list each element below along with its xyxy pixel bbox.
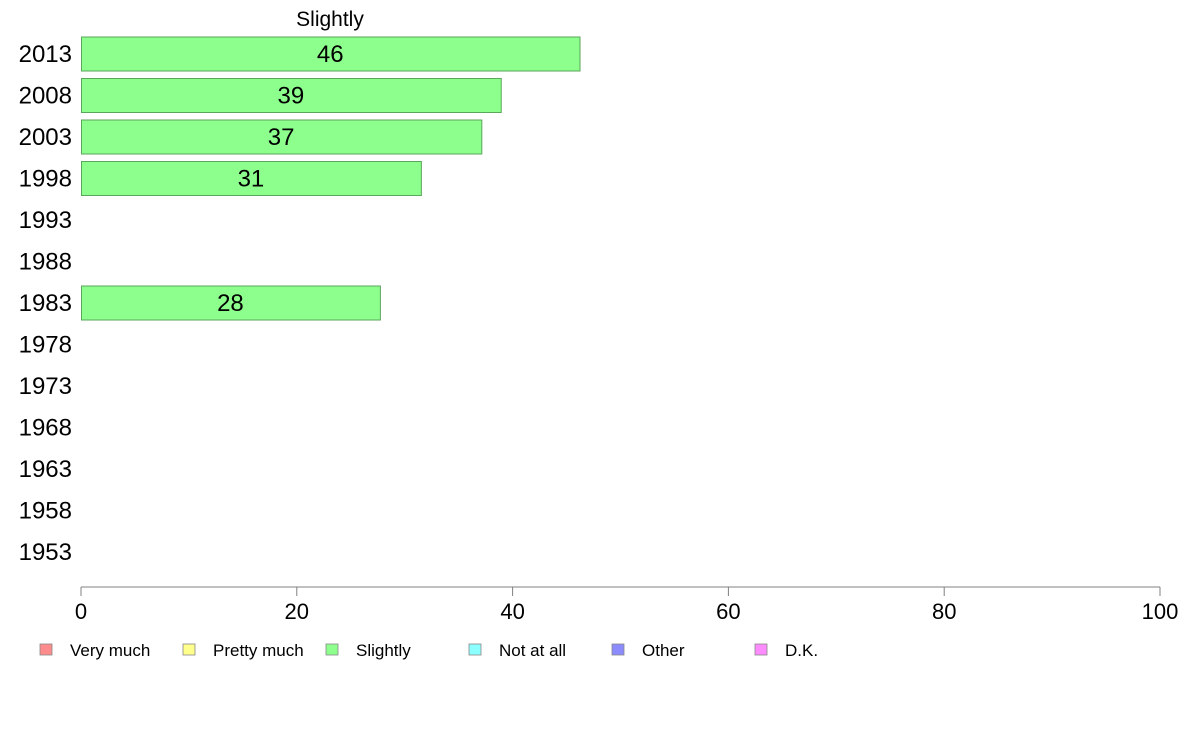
bar-2013 — [81, 36, 581, 72]
x-tick-label-40: 40 — [500, 599, 524, 624]
legend-label-0: Very much — [70, 641, 150, 660]
data-label-2008: 39 — [278, 83, 305, 110]
x-tick-label-0: 0 — [75, 599, 87, 624]
y-tick-label-2008: 2008 — [19, 83, 72, 110]
data-label-2013: 46 — [317, 41, 344, 68]
y-tick-label-1983: 1983 — [19, 290, 72, 317]
y-tick-label-1968: 1968 — [19, 415, 72, 442]
legend-label-5: D.K. — [785, 641, 818, 660]
legend-label-3: Not at all — [499, 641, 566, 660]
legend-swatch-1 — [182, 643, 196, 656]
legend-swatch-5 — [754, 643, 768, 656]
y-axis-labels: 2013 2008 2003 1998 1993 1988 1983 1978 1973 1968… — [19, 41, 72, 566]
bar-1998 — [81, 161, 422, 196]
data-label-1998: 31 — [238, 166, 265, 193]
bar-2008 — [81, 78, 502, 113]
x-axis: 0 20 40 60 80 100 — [75, 586, 1179, 624]
legend-swatch-2 — [325, 643, 339, 656]
x-tick-label-80: 80 — [932, 599, 956, 624]
y-tick-label-2013: 2013 — [19, 41, 72, 68]
chart-title: Slightly — [296, 8, 364, 31]
x-tick-label-20: 20 — [285, 599, 309, 624]
y-tick-label-1958: 1958 — [19, 498, 72, 525]
y-tick-label-1993: 1993 — [19, 207, 72, 234]
legend-swatch-0 — [39, 643, 53, 656]
y-tick-label-1988: 1988 — [19, 249, 72, 276]
legend-swatch-3 — [468, 643, 482, 656]
legend-swatch-4 — [611, 643, 625, 656]
legend-label-1: Pretty much — [213, 641, 304, 660]
data-label-2003: 37 — [268, 124, 295, 151]
legend-label-2: Slightly — [356, 641, 411, 660]
y-tick-label-2003: 2003 — [19, 124, 72, 151]
legend: Very much Pretty much Slightly Not at all Ot… — [39, 641, 818, 660]
data-label-1983: 28 — [217, 290, 244, 317]
x-tick-label-60: 60 — [716, 599, 740, 624]
legend-label-4: Other — [642, 641, 685, 660]
bar-1983 — [81, 285, 381, 321]
y-tick-label-1998: 1998 — [19, 166, 72, 193]
y-tick-label-1953: 1953 — [19, 539, 72, 566]
bar-2003 — [81, 119, 483, 155]
x-tick-label-100: 100 — [1142, 599, 1179, 624]
y-tick-label-1978: 1978 — [19, 332, 72, 359]
y-tick-label-1973: 1973 — [19, 373, 72, 400]
y-tick-label-1963: 1963 — [19, 456, 72, 483]
